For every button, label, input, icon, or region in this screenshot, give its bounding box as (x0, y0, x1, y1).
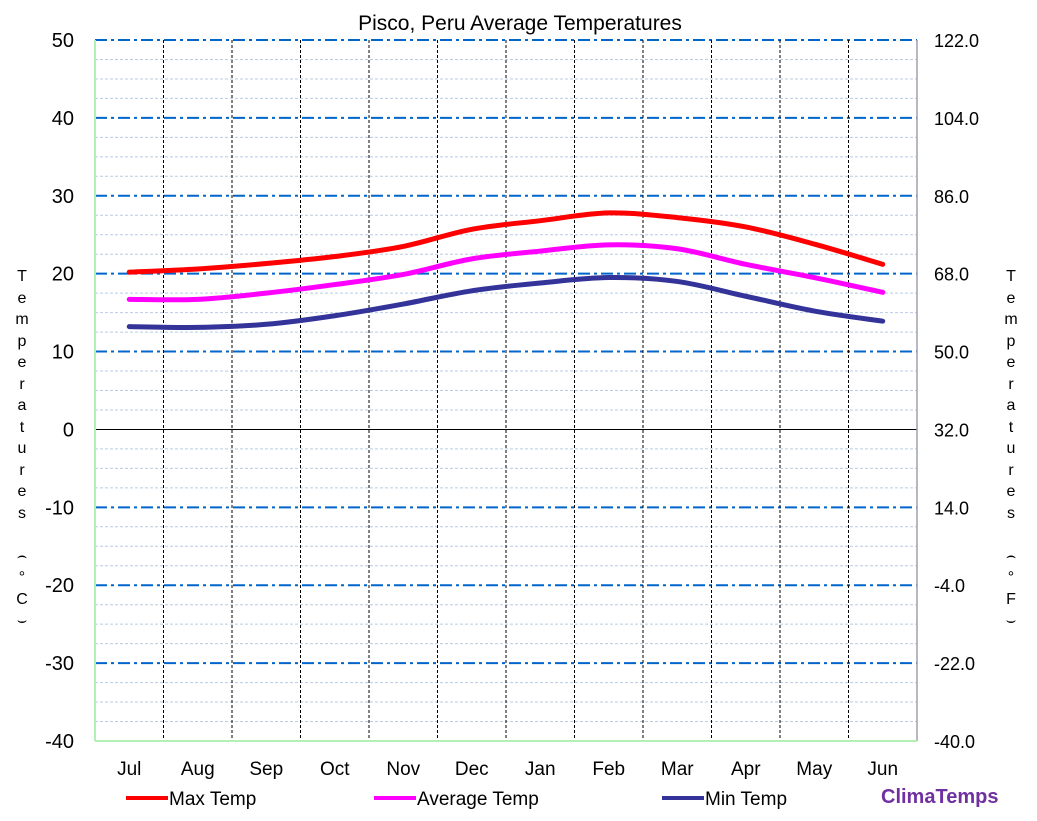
y-tick-label: 30 (52, 186, 74, 208)
x-tick-label: Sep (249, 759, 283, 780)
axis-label-char: t (19, 418, 25, 436)
axis-label-char (1001, 524, 1021, 546)
axis-label-char: F (1006, 590, 1016, 608)
axis-label-char: r (19, 375, 25, 393)
x-tick-label: Jun (867, 759, 898, 780)
axis-label-char: e (1006, 354, 1016, 371)
axis-label-char: u (17, 440, 27, 457)
legend-label: Min Temp (705, 789, 787, 810)
axis-label-char: r (1008, 375, 1014, 393)
x-tick-label: Jul (117, 759, 141, 780)
axis-label-char: ⌢ (16, 547, 28, 565)
y-tick-label: 20 (52, 264, 74, 286)
axis-label-char: u (1006, 440, 1016, 457)
axis-label-char: r (19, 461, 25, 479)
y-tick-label-right: 104.0 (934, 109, 979, 129)
axis-label-char: t (1008, 418, 1014, 436)
axis-label-char: e (1006, 289, 1016, 307)
y-tick-label: 40 (52, 108, 74, 130)
y-tick-label: -30 (45, 653, 74, 675)
axis-label-char: e (17, 354, 27, 371)
axis-label-char: a (1006, 397, 1016, 414)
x-tick-label: May (796, 759, 832, 780)
axis-label-char: ⌣ (16, 612, 28, 629)
y-tick-label-right: 14.0 (934, 498, 969, 518)
y-tick-label: 50 (52, 30, 74, 52)
series-line-min-temp (126, 275, 886, 330)
x-tick-label: Mar (661, 759, 694, 780)
axis-label-char: ° (18, 569, 26, 586)
axis-label-char: e (17, 483, 27, 500)
axis-label-char: ⌣ (1005, 612, 1017, 629)
axis-label-char: e (1006, 483, 1016, 500)
y-tick-label: -40 (45, 731, 74, 753)
axis-label-char (12, 524, 32, 546)
axis-label-char: m (1004, 311, 1018, 328)
axis-label-char: p (1006, 332, 1016, 350)
y-tick-label: -20 (45, 575, 74, 597)
chart-title: Pisco, Peru Average Temperatures (358, 12, 682, 35)
series-line-average-temp (126, 242, 886, 303)
axis-label-char: s (18, 504, 26, 522)
x-tick-label: Feb (592, 759, 625, 780)
axis-label-char: a (17, 397, 27, 414)
x-tick-label: Oct (320, 759, 350, 780)
legend-label: Max Temp (169, 789, 256, 810)
x-tick-label: Nov (386, 759, 420, 780)
y-tick-label-right: -4.0 (934, 576, 965, 596)
climatemps-logo: ClimaTemps (881, 786, 999, 808)
x-tick-label: Jan (525, 759, 556, 780)
axis-label-char: ⌢ (1005, 547, 1017, 565)
y-tick-label-right: 32.0 (934, 420, 969, 440)
y-tick-label-right: -40.0 (934, 732, 975, 752)
axis-label-char: r (1008, 461, 1014, 479)
y-tick-label: 10 (52, 342, 74, 364)
axis-label-char: T (1006, 268, 1016, 285)
x-tick-label: Apr (731, 759, 761, 780)
axis-label-char: s (1007, 504, 1015, 522)
axis-label-char: ° (1007, 569, 1015, 586)
y-tick-label: -10 (45, 497, 74, 519)
axis-label-char: e (17, 289, 27, 307)
series-line-max-temp (126, 210, 886, 275)
y-tick-label-right: 68.0 (934, 265, 969, 285)
y-tick-label-right: 122.0 (934, 31, 979, 51)
y-tick-label-right: 86.0 (934, 187, 969, 207)
axis-label-char: T (17, 268, 27, 285)
x-tick-label: Aug (181, 759, 215, 780)
y-tick-label-right: -22.0 (934, 654, 975, 674)
axis-label-char: C (16, 590, 28, 608)
x-tick-label: Dec (455, 759, 489, 780)
y-tick-label-right: 50.0 (934, 343, 969, 363)
legend-label: Average Temp (417, 789, 539, 810)
y-tick-label: 0 (63, 419, 74, 441)
axis-label-char: m (15, 311, 29, 328)
axis-label-char: p (17, 332, 27, 350)
